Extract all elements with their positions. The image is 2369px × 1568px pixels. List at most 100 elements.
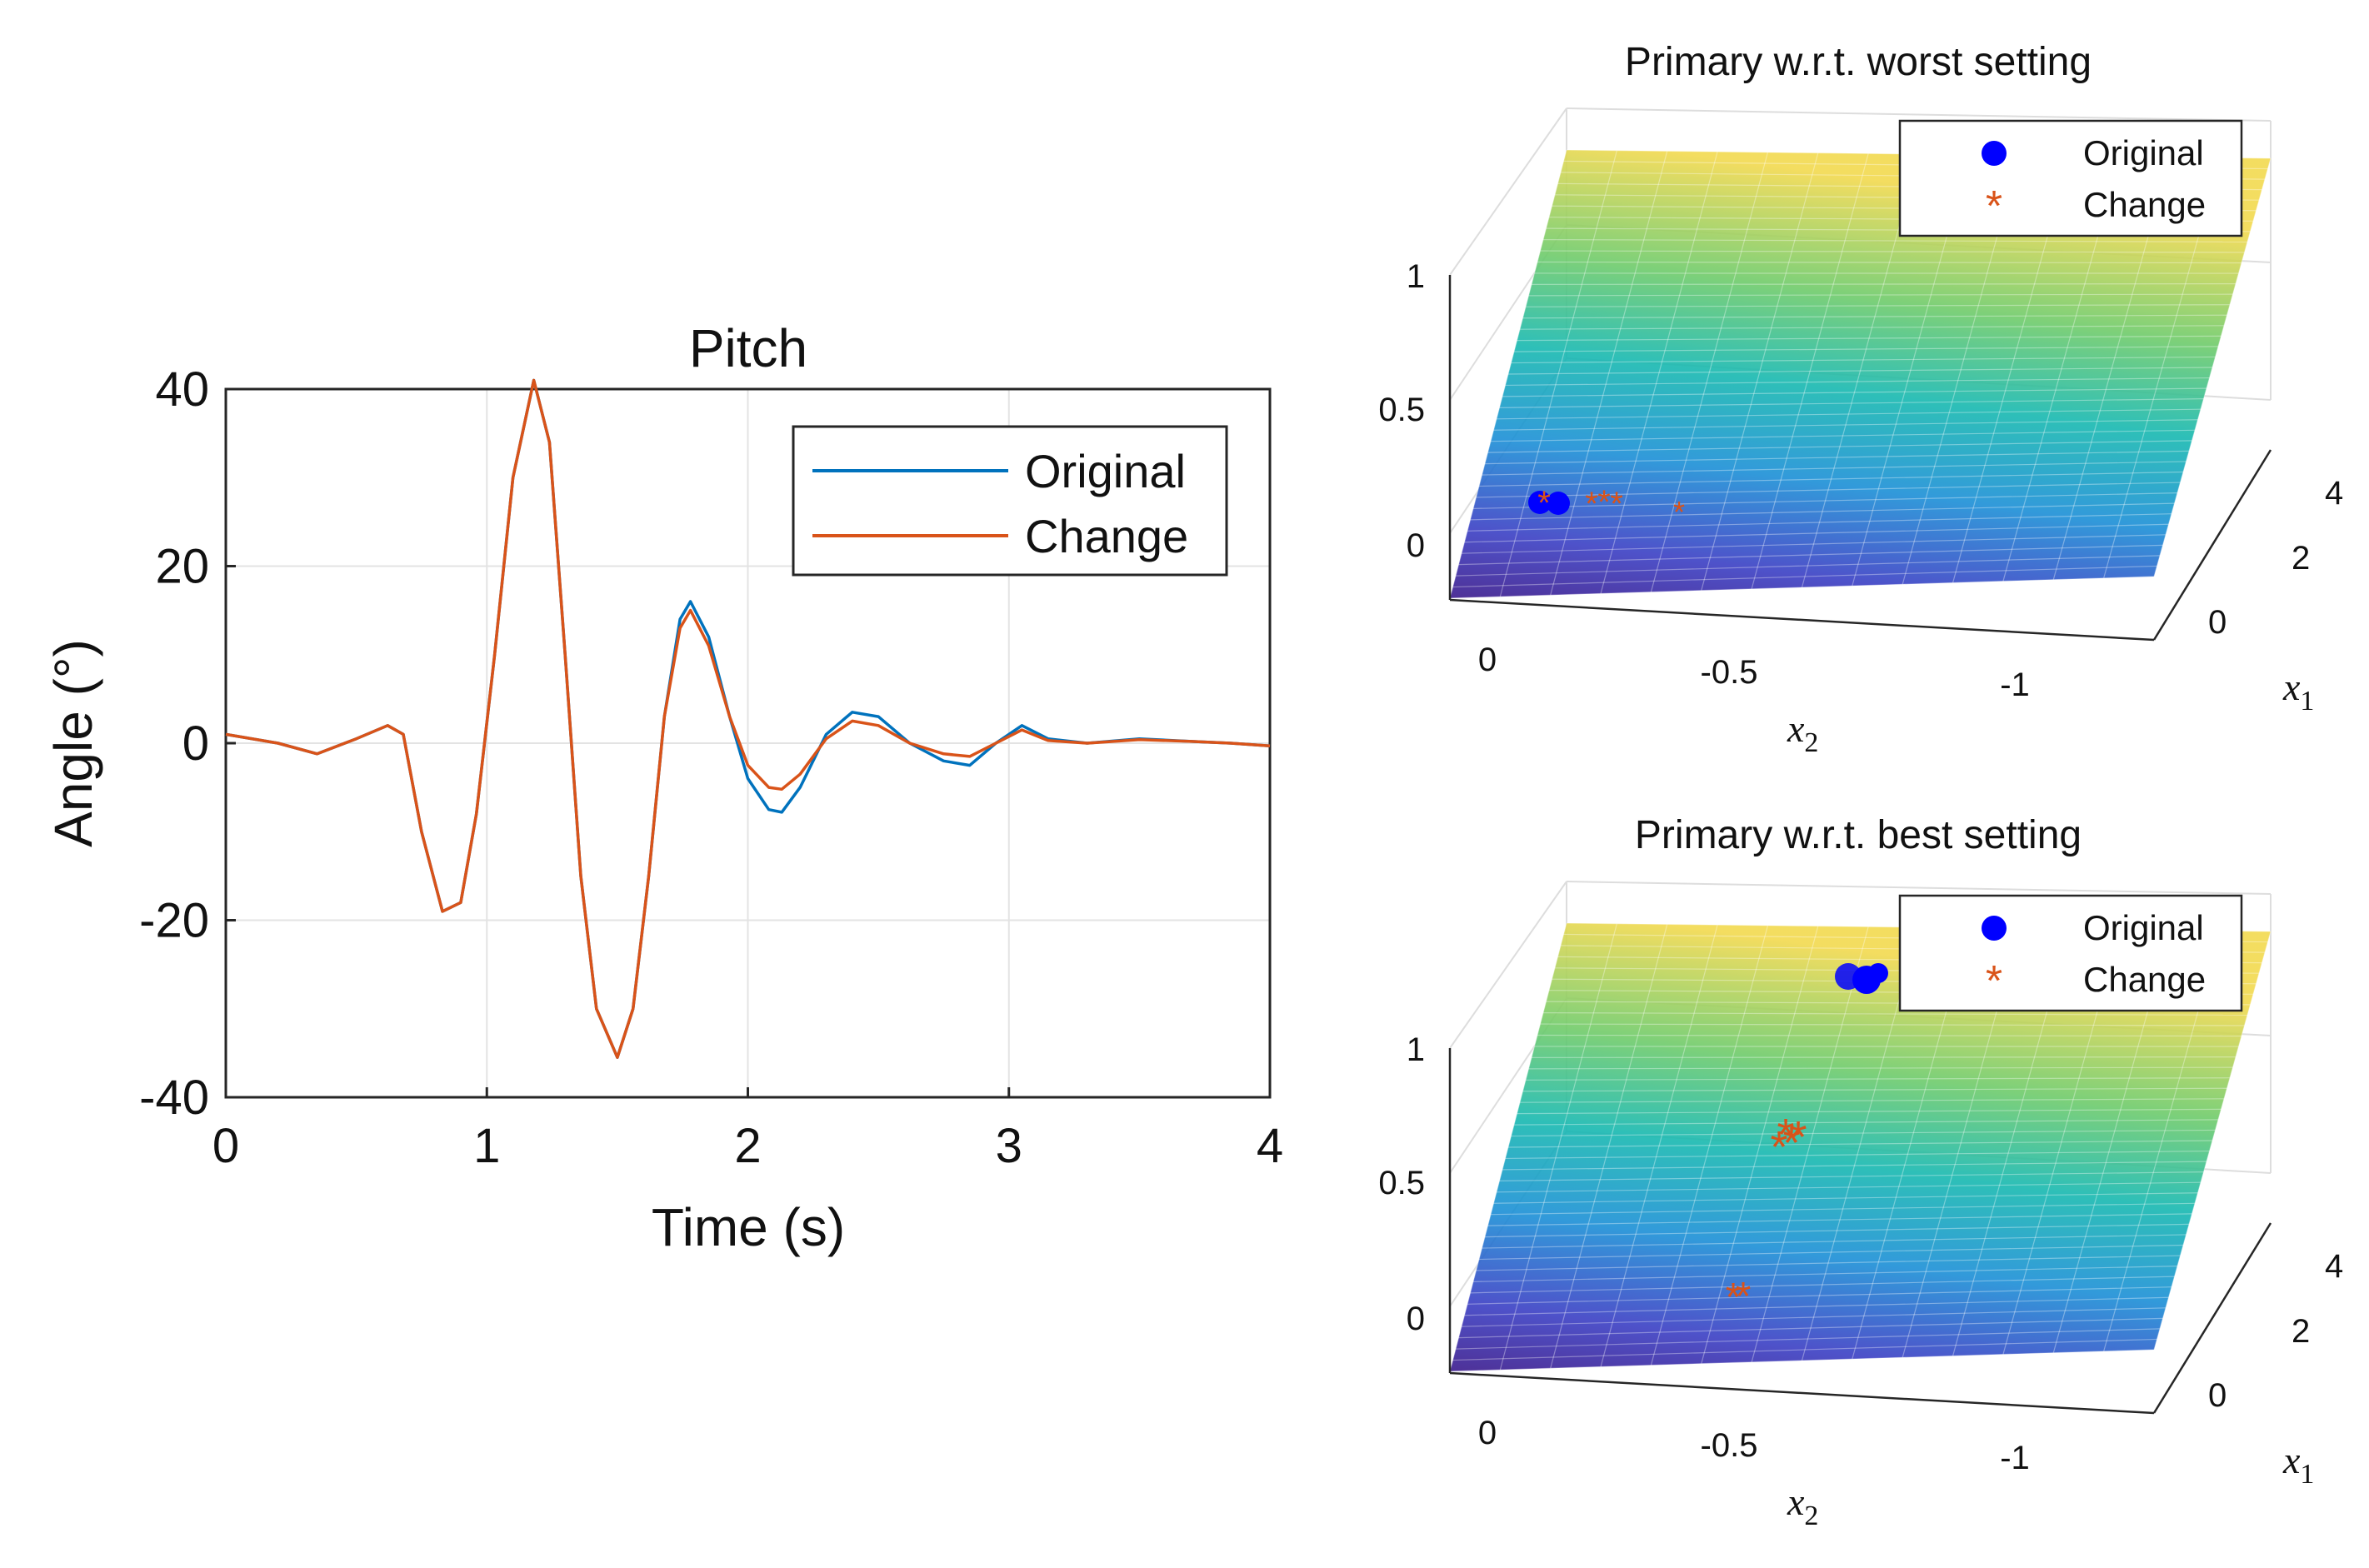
z-tick: 0.5	[1378, 1165, 1425, 1201]
surface-best-x1-ticks: 4 2 0	[2208, 1248, 2343, 1414]
mesh-line	[2153, 157, 2272, 577]
mesh-line	[1600, 924, 1718, 1367]
y-tick-label: -20	[139, 894, 209, 948]
mesh-line	[1701, 152, 1819, 591]
x1-tick: 4	[2325, 475, 2343, 512]
mesh-line	[1490, 1202, 2196, 1216]
mesh-line	[1517, 335, 2222, 342]
mesh-line	[1511, 1129, 2216, 1137]
x-tick-label: 1	[473, 1119, 500, 1173]
mesh-line	[1513, 1119, 2219, 1126]
change-marker: *	[1597, 484, 1611, 521]
mesh-line	[1525, 1077, 2231, 1081]
x1-tick: 4	[2325, 1248, 2343, 1285]
change-marker: *	[1782, 1118, 1800, 1168]
mesh-line	[1470, 502, 2175, 521]
mesh-line	[1452, 1338, 2157, 1361]
mesh-line	[1464, 1296, 2169, 1316]
legend-label-change: Change	[1025, 510, 1188, 562]
legend-label-original: Original	[2083, 908, 2204, 947]
y-tick-label: 0	[182, 717, 209, 771]
mesh-line	[1461, 534, 2167, 554]
pitch-title: Pitch	[689, 318, 807, 378]
x1-tick: 2	[2292, 1313, 2310, 1350]
mesh-line	[1537, 261, 2242, 264]
x1-tick: 0	[2208, 604, 2227, 641]
y-tick-label: 20	[155, 540, 209, 594]
change-marker: *	[1777, 1110, 1794, 1160]
mesh-line	[1507, 1140, 2213, 1148]
mesh-line	[1701, 926, 1819, 1364]
mesh-line	[1449, 1349, 2155, 1372]
mesh-line	[1499, 150, 1617, 597]
mesh-line	[1490, 429, 2196, 442]
surface-worst-legend: Original * Change	[1898, 119, 2243, 237]
mesh-line	[1478, 1244, 2184, 1261]
mesh-line	[1513, 346, 2219, 352]
y-tick-label: -40	[139, 1071, 209, 1125]
x-tick-label: 3	[996, 1119, 1022, 1173]
z-tick: 0.5	[1378, 392, 1425, 428]
mesh-line	[1449, 149, 1567, 599]
surface-best-markers: * * * * * *	[1726, 963, 1888, 1320]
mesh-line	[1464, 523, 2169, 543]
mesh-line	[1493, 419, 2198, 431]
mesh-line	[1478, 471, 2184, 487]
x2-tick: -1	[2000, 1440, 2030, 1476]
mesh-line	[1484, 1223, 2190, 1238]
legend-marker-original	[1982, 916, 2007, 941]
surface-best-legend-box	[1898, 894, 2243, 1012]
pitch-series	[225, 378, 1271, 1059]
mesh-line	[1519, 1098, 2225, 1103]
mesh-line	[1531, 1056, 2237, 1059]
x1-tick: 2	[2292, 540, 2310, 577]
original-marker	[1547, 492, 1570, 515]
mesh-line	[1449, 922, 1567, 1372]
mesh-line	[1522, 314, 2227, 319]
change-marker: *	[1585, 486, 1598, 522]
legend-marker-change: *	[1986, 182, 2002, 231]
surface-best-x1-label: x1	[2282, 1439, 2314, 1490]
pitch-legend-box	[792, 425, 1228, 577]
mesh-line	[1528, 293, 2233, 297]
pitch-x-label: Time (s)	[652, 1197, 845, 1257]
mesh-line	[1650, 152, 1769, 592]
x2-tick: 0	[1478, 642, 1497, 678]
mesh-line	[1550, 151, 1668, 596]
surface-worst-markers: * * * * *	[1528, 484, 1685, 529]
mesh-line	[1476, 482, 2181, 498]
mesh-line	[1502, 387, 2207, 397]
legend-marker-original	[1982, 141, 2007, 166]
change-marker: *	[1770, 1122, 1787, 1172]
surface-worst-axes	[1448, 275, 2272, 642]
mesh-line	[1476, 1255, 2181, 1271]
mesh-line	[1511, 356, 2216, 364]
mesh-line	[1505, 1150, 2210, 1160]
change-marker: *	[1537, 485, 1551, 522]
pitch-y-ticks: 40 20 0 -20 -40	[139, 362, 236, 1125]
mesh-line	[1522, 1087, 2227, 1092]
mesh-line	[1487, 1213, 2192, 1226]
mesh-line	[1499, 398, 2204, 408]
mesh-line	[1499, 1171, 2204, 1181]
mesh-line	[1507, 367, 2213, 375]
mesh-line	[1484, 450, 2190, 465]
surface-best-x2-label: x2	[1787, 1481, 1818, 1531]
surface-worst-x1-label: x1	[2282, 666, 2314, 717]
mesh-line	[1650, 925, 1769, 1366]
surface-best-z-ticks: 1 0.5 0	[1378, 1031, 1425, 1337]
surface-worst-mesh	[1450, 150, 2271, 598]
surface-best-x2-ticks: 0 -0.5 -1	[1478, 1415, 2030, 1476]
legend-label-change: Change	[2083, 960, 2206, 999]
surface-best-title: Primary w.r.t. best setting	[1635, 813, 2082, 857]
legend-label-change: Change	[2083, 185, 2206, 224]
mesh-line	[1542, 239, 2248, 242]
x2-tick: 0	[1478, 1415, 1497, 1451]
mesh-line	[1505, 377, 2210, 387]
mesh-line	[1600, 151, 1718, 594]
mesh-line	[1540, 1023, 2245, 1026]
mesh-line	[1519, 325, 2225, 330]
original-marker	[1868, 963, 1888, 983]
change-marker: *	[1726, 1276, 1742, 1320]
legend-marker-change: *	[1986, 957, 2002, 1006]
